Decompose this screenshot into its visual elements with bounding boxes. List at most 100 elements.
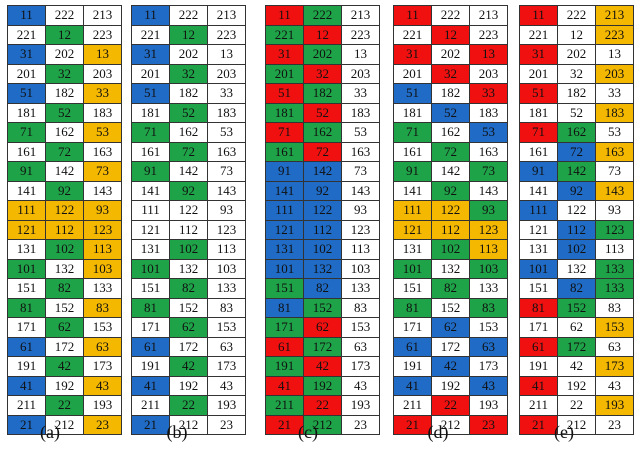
grid-row: 91 142 73 [7, 161, 122, 182]
grid-row: 201 32 203 [519, 63, 634, 84]
grid-cell: 112 [45, 219, 84, 240]
grid-cell: 213 [469, 5, 508, 26]
grid-cell: 181 [393, 102, 432, 123]
grid-row: 131 102 113 [7, 239, 122, 260]
grid-cell: 31 [131, 44, 170, 65]
grid-cell: 223 [207, 24, 246, 45]
grid-cell: 211 [265, 395, 304, 416]
grid-cell: 193 [207, 395, 246, 416]
grid-cell: 222 [169, 5, 208, 26]
grid-cell: 221 [7, 24, 46, 45]
grid-cell: 161 [7, 141, 46, 162]
grid-cell: 63 [469, 336, 508, 357]
grid-cell: 203 [341, 63, 380, 84]
grid-row: 221 12 223 [7, 24, 122, 45]
grid-row: 141 92 143 [7, 180, 122, 201]
grid-cell: 83 [341, 297, 380, 318]
grid-cell: 22 [169, 395, 208, 416]
grid-cell: 111 [265, 200, 304, 221]
grid-cell: 31 [7, 44, 46, 65]
grid-row: 51 182 33 [265, 83, 380, 104]
grid-cell: 101 [519, 258, 558, 279]
grid-row: 31 202 13 [265, 44, 380, 65]
grid-row: 161 72 163 [7, 141, 122, 162]
grid-row: 171 62 153 [7, 317, 122, 338]
grid-cell: 32 [557, 63, 596, 84]
grid-cell: 103 [83, 258, 122, 279]
grid-cell: 32 [303, 63, 342, 84]
grid-cell: 182 [45, 83, 84, 104]
grid-cell: 161 [393, 141, 432, 162]
grid-cell: 113 [83, 239, 122, 260]
grid-cell: 222 [557, 5, 596, 26]
grid-cell: 221 [519, 24, 558, 45]
grid-row: 161 72 163 [393, 141, 508, 162]
grid-panel-4: 11 222 213 221 12 223 31 202 13 201 32 203 51 182 33 18… [393, 5, 508, 435]
grid-cell: 43 [469, 375, 508, 396]
grid-cell: 111 [7, 200, 46, 221]
grid-cell: 151 [131, 278, 170, 299]
grid-cell: 31 [265, 44, 304, 65]
grid-cell: 171 [265, 317, 304, 338]
grid-cell: 153 [341, 317, 380, 338]
grid-cell: 181 [7, 102, 46, 123]
grid-panel-3: 11 222 213 221 12 223 31 202 13 201 32 203 51 182 33 18… [265, 5, 380, 435]
grid-cell: 43 [341, 375, 380, 396]
grid-cell: 213 [341, 5, 380, 26]
grid-row: 161 72 163 [131, 141, 246, 162]
grid-cell: 201 [519, 63, 558, 84]
grid-row: 171 62 153 [393, 317, 508, 338]
grid-cell: 42 [431, 356, 470, 377]
grid-cell: 63 [83, 336, 122, 357]
grid-row: 151 82 133 [131, 278, 246, 299]
grid-row: 21 212 23 [265, 414, 380, 435]
grid-cell: 163 [83, 141, 122, 162]
grid-cell: 102 [303, 239, 342, 260]
grid-row: 201 32 203 [7, 63, 122, 84]
grid-cell: 11 [393, 5, 432, 26]
grid-row: 181 52 183 [7, 102, 122, 123]
grid-row: 71 162 53 [131, 122, 246, 143]
grid-cell: 173 [595, 356, 634, 377]
grid-cell: 72 [431, 141, 470, 162]
grid-cell: 191 [131, 356, 170, 377]
grid-row: 111 122 93 [131, 200, 246, 221]
grid-cell: 211 [131, 395, 170, 416]
grid-cell: 152 [169, 297, 208, 318]
grid-cell: 133 [341, 278, 380, 299]
grid-cell: 32 [45, 63, 84, 84]
grid-cell: 91 [393, 161, 432, 182]
grid-cell: 142 [303, 161, 342, 182]
grid-cell: 42 [45, 356, 84, 377]
grid-cell: 53 [341, 122, 380, 143]
grid-cell: 52 [431, 102, 470, 123]
grid-cell: 211 [7, 395, 46, 416]
grid-cell: 123 [469, 219, 508, 240]
grid-cell: 72 [557, 141, 596, 162]
grid-cell: 172 [557, 336, 596, 357]
grid-cell: 11 [7, 5, 46, 26]
grid-cell: 121 [265, 219, 304, 240]
grid-cell: 152 [303, 297, 342, 318]
grid-cell: 13 [469, 44, 508, 65]
grid-cell: 193 [595, 395, 634, 416]
grid-cell: 23 [595, 414, 634, 435]
grid-cell: 43 [83, 375, 122, 396]
grid-row: 21 212 23 [7, 414, 122, 435]
grid-row: 51 182 33 [393, 83, 508, 104]
grid-cell: 222 [45, 5, 84, 26]
grid-cell: 212 [431, 414, 470, 435]
grid-cell: 212 [303, 414, 342, 435]
grid-cell: 221 [131, 24, 170, 45]
grid-cell: 13 [83, 44, 122, 65]
grid-cell: 212 [169, 414, 208, 435]
grid-cell: 81 [393, 297, 432, 318]
grid-row: 111 122 93 [265, 200, 380, 221]
grid-cell: 202 [169, 44, 208, 65]
grid-cell: 122 [557, 200, 596, 221]
grid-cell: 192 [431, 375, 470, 396]
grid-cell: 93 [207, 200, 246, 221]
grid-cell: 41 [519, 375, 558, 396]
grid-cell: 62 [169, 317, 208, 338]
grid-cell: 122 [45, 200, 84, 221]
